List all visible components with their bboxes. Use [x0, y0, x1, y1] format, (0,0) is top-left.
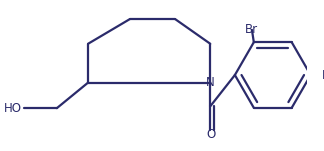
- Text: F: F: [321, 69, 324, 82]
- Text: N: N: [206, 76, 214, 89]
- Text: Br: Br: [245, 23, 259, 36]
- Text: HO: HO: [4, 102, 22, 115]
- Text: O: O: [207, 128, 216, 141]
